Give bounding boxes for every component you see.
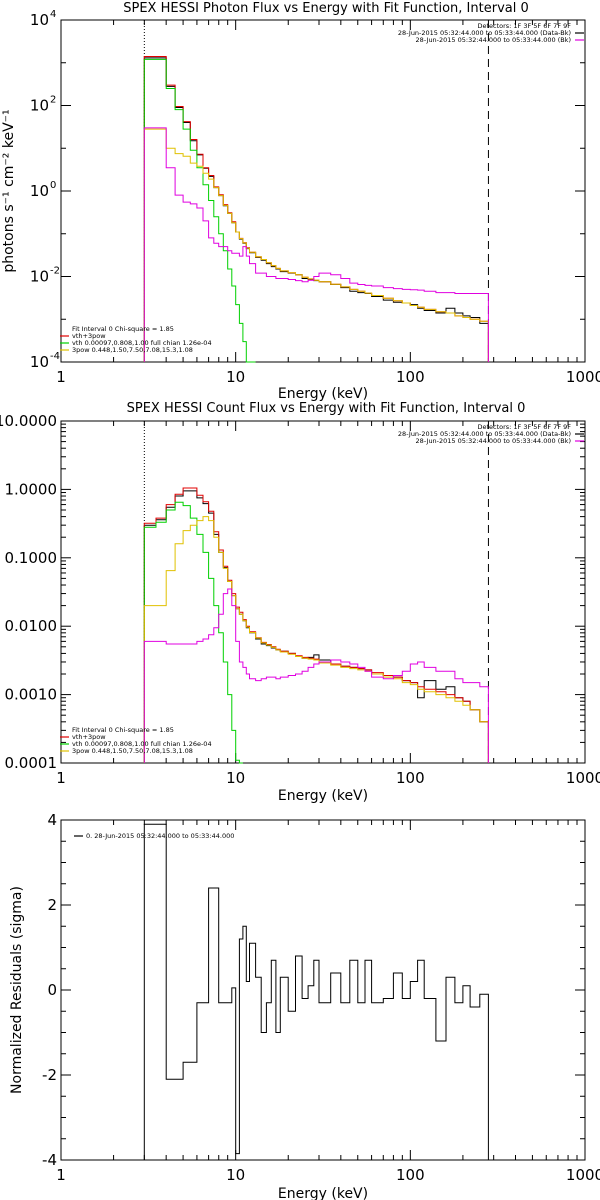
legend-entry: 28-Jun-2015 05:32:44.000 to 05:33:44.000… [398, 29, 571, 37]
x-tick-label: 10 [226, 1166, 245, 1184]
panel-1-x-axis-label: Energy (keV) [278, 386, 368, 402]
series-line-0 [143, 490, 489, 763]
y-tick-label: 10 [30, 268, 49, 286]
y-tick-label: 0.1000 [5, 549, 58, 567]
panel-2-reference-lines [143, 421, 489, 763]
panel-1-y-axis-label: photons s⁻¹ cm⁻² keV⁻¹ [1, 109, 17, 272]
series-line-4 [143, 127, 489, 362]
y-tick-label-exponent: 4 [50, 9, 56, 20]
y-tick-label: -4 [42, 1151, 57, 1169]
legend-entry: 3pow 0.448,1.50,7.50,7.08,15.3,1.08 [72, 747, 193, 755]
panel-1-ticks [60, 19, 586, 363]
panel-1-legend-top-right: Detectors: 1F 3F 5F 6F 7F 9F28-Jun-2015 … [398, 22, 584, 44]
x-tick-label: 100 [396, 1166, 425, 1184]
legend-entry: 28-Jun-2015 05:32:44.000 to 05:33:44.000… [398, 430, 571, 438]
y-tick-label: 0.0100 [5, 617, 58, 635]
panel-2-legend-top-right: Detectors: 1F 3F 5F 6F 7F 9F28-Jun-2015 … [398, 423, 584, 445]
y-tick-label: 1.0000 [5, 480, 58, 498]
panel-1-legend-bottom-left: Fit Interval 0 Chi-square = 1.85vth+3pow… [60, 325, 212, 354]
series-line-1 [143, 487, 489, 763]
legend-entry: vth+3pow [72, 332, 106, 340]
series-line-0 [143, 57, 489, 362]
panel-residuals: 1 10 100 1000 -4 -2 0 2 4 Normalized Residuals … [9, 811, 600, 1200]
panel-count-flux: SPEX HESSI Count Flux vs Energy with Fit… [0, 401, 600, 804]
legend-entry: Detectors: 1F 3F 5F 6F 7F 9F [477, 423, 571, 431]
y-tick-label: 4 [47, 811, 57, 829]
x-tick-label: 100 [396, 368, 425, 386]
panel-3-x-tick-labels: 1 10 100 1000 [56, 1166, 600, 1184]
legend-entry: Fit Interval 0 Chi-square = 1.85 [72, 726, 174, 734]
panel-3-ticks [60, 819, 586, 1161]
legend-entry: vth+3pow [72, 733, 106, 741]
legend-entry: Detectors: 1F 3F 5F 6F 7F 9F [477, 22, 571, 30]
x-tick-label: 10 [226, 368, 245, 386]
series-line-0 [143, 823, 489, 1160]
legend-entry: 3pow 0.448,1.50,7.50,7.08,15.3,1.08 [72, 346, 193, 354]
y-tick-label-exponent: -2 [50, 266, 60, 277]
y-tick-label-exponent: 2 [50, 95, 56, 106]
y-tick-label: 10 [30, 182, 49, 200]
panel-2-ticks [60, 420, 586, 764]
y-tick-label: 10 [30, 11, 49, 29]
panel-3-plot-frame [60, 819, 586, 1161]
series-line-4 [143, 588, 489, 763]
y-tick-label: -2 [42, 1066, 57, 1084]
y-tick-label: 0.0001 [5, 754, 58, 772]
panel-2-plot-frame [60, 420, 586, 764]
series-line-3 [143, 516, 489, 763]
x-tick-label: 1 [56, 769, 66, 787]
y-tick-label: 0.0010 [5, 686, 58, 704]
panel-3-series [143, 823, 489, 1160]
x-tick-label: 1 [56, 368, 66, 386]
panel-1-title: SPEX HESSI Photon Flux vs Energy with Fi… [123, 1, 529, 16]
x-tick-label: 1 [56, 1166, 66, 1184]
legend-entry: vth 0.00097,0.808,1.00 full chian 1.26e-… [72, 740, 212, 748]
x-tick-label: 1000 [566, 368, 600, 386]
series-line-2 [143, 501, 243, 764]
panel-photon-flux: SPEX HESSI Photon Flux vs Energy with Fi… [1, 1, 600, 402]
y-tick-label: 0 [47, 981, 57, 999]
panel-1-reference-lines [143, 20, 489, 362]
panel-1-series [143, 56, 489, 363]
series-line-3 [143, 128, 489, 362]
panel-2-legend-bottom-left: Fit Interval 0 Chi-square = 1.85vth+3pow… [60, 726, 212, 755]
panel-2-x-axis-label: Energy (keV) [278, 788, 368, 804]
legend-entry: 0. 28-Jun-2015 05:32:44.000 to 05:33:44.… [86, 832, 234, 840]
y-tick-label: 10 [30, 97, 49, 115]
y-tick-label-exponent: 0 [50, 180, 56, 191]
panel-2-x-tick-labels: 1 10 100 1000 [56, 769, 600, 787]
panel-1-plot-frame [60, 19, 586, 363]
series-line-2 [143, 58, 256, 363]
panel-3-x-axis-label: Energy (keV) [278, 1186, 368, 1200]
x-tick-label: 10 [226, 769, 245, 787]
legend-entry: vth 0.00097,0.808,1.00 full chian 1.26e-… [72, 339, 212, 347]
panel-2-title: SPEX HESSI Count Flux vs Energy with Fit… [127, 401, 526, 416]
y-tick-label: 2 [47, 896, 57, 914]
y-tick-label: 10 [30, 353, 49, 371]
panel-1-x-tick-labels: 1 10 100 1000 [56, 368, 600, 386]
series-line-1 [143, 56, 489, 362]
x-tick-label: 100 [396, 769, 425, 787]
x-tick-label: 1000 [566, 1166, 600, 1184]
panel-2-y-tick-labels: 0.0001 0.0010 0.0100 0.1000 1.0000 10.0000 [0, 412, 57, 772]
y-tick-label: 10.0000 [0, 412, 57, 430]
panel-3-legend: 0. 28-Jun-2015 05:32:44.000 to 05:33:44.… [74, 832, 234, 840]
panel-2-series [143, 487, 489, 764]
panel-3-y-axis-label: Normalized Residuals (sigma) [9, 886, 25, 1094]
y-tick-label-exponent: -4 [50, 351, 60, 362]
legend-entry: 28-Jun-2015 05:32:44.000 to 05:33:44.000… [416, 437, 571, 445]
legend-entry: Fit Interval 0 Chi-square = 1.85 [72, 325, 174, 333]
legend-entry: 28-Jun-2015 05:32:44.000 to 05:33:44.000… [416, 36, 571, 44]
panel-3-y-tick-labels: -4 -2 0 2 4 [42, 811, 57, 1169]
x-tick-label: 1000 [566, 769, 600, 787]
